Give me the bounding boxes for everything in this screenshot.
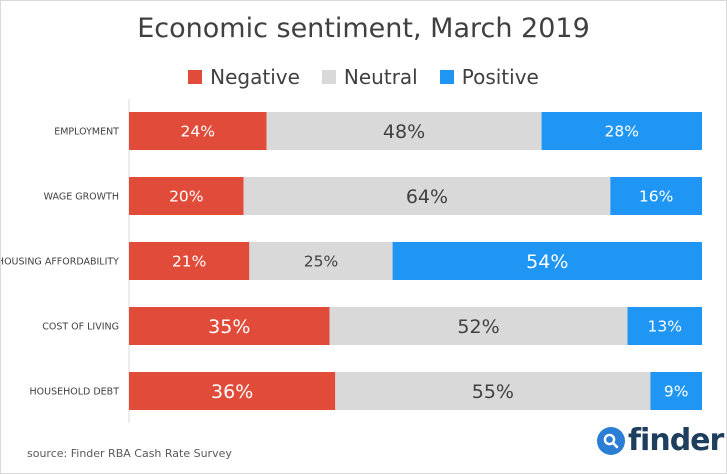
search-icon [597,427,625,455]
data-label: 55% [472,381,514,403]
bar-neutral [329,307,628,345]
chart-title: Economic sentiment, March 2019 [137,13,590,44]
category-label: WAGE GROWTH [44,192,119,203]
legend-swatch [321,70,336,84]
bar-positive [610,177,702,215]
brand-name: finder [628,423,724,458]
bar-positive [627,307,702,345]
legend: Negative Neutral Positive [1,65,726,89]
bar-negative [129,307,330,345]
bar-neutral [266,112,542,150]
data-label: 20% [169,188,203,206]
data-label: 35% [208,316,250,338]
legend-item-negative: Negative [188,65,300,89]
data-label: 54% [526,251,568,273]
legend-item-neutral: Neutral [321,65,418,89]
legend-swatch [188,70,203,84]
data-label: 64% [406,186,448,208]
data-label: 28% [605,123,639,141]
data-label: 13% [648,318,682,336]
legend-label: Negative [210,65,300,89]
data-label: 52% [457,316,499,338]
legend-swatch [439,70,454,84]
bar-negative [129,242,250,280]
bar-positive [541,112,702,150]
data-label: 9% [664,383,689,401]
category-label: COST OF LIVING [42,322,119,333]
legend-item-positive: Positive [439,65,539,89]
source-note: source: Finder RBA Cash Rate Survey [27,447,232,460]
legend-label: Neutral [343,65,418,89]
bar-neutral [249,242,393,280]
legend-label: Positive [461,65,539,89]
data-label: 24% [181,123,215,141]
data-label: 16% [639,188,673,206]
bar-neutral [243,177,611,215]
bar-neutral [335,372,651,410]
category-label: HOUSEHOLD DEBT [30,387,120,398]
data-label: 25% [304,253,338,271]
data-label: 36% [211,381,253,403]
bar-negative [129,112,267,150]
category-label: HOUSING AFFORDABILITY [1,257,119,268]
bar-positive [392,242,702,280]
data-label: 21% [172,253,206,271]
bar-positive [650,372,702,410]
bar-negative [129,372,336,410]
data-label: 48% [383,121,425,143]
category-label: EMPLOYMENT [54,127,119,138]
finder-logo: finder [597,423,724,458]
bar-negative [129,177,244,215]
